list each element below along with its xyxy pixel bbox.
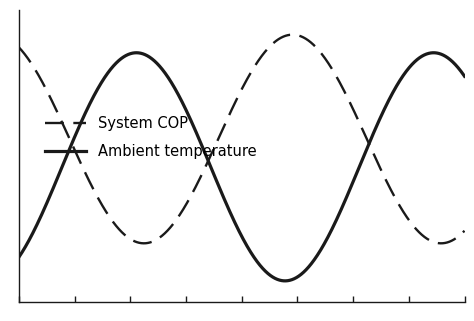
Legend: System COP, Ambient temperature: System COP, Ambient temperature bbox=[40, 110, 263, 165]
